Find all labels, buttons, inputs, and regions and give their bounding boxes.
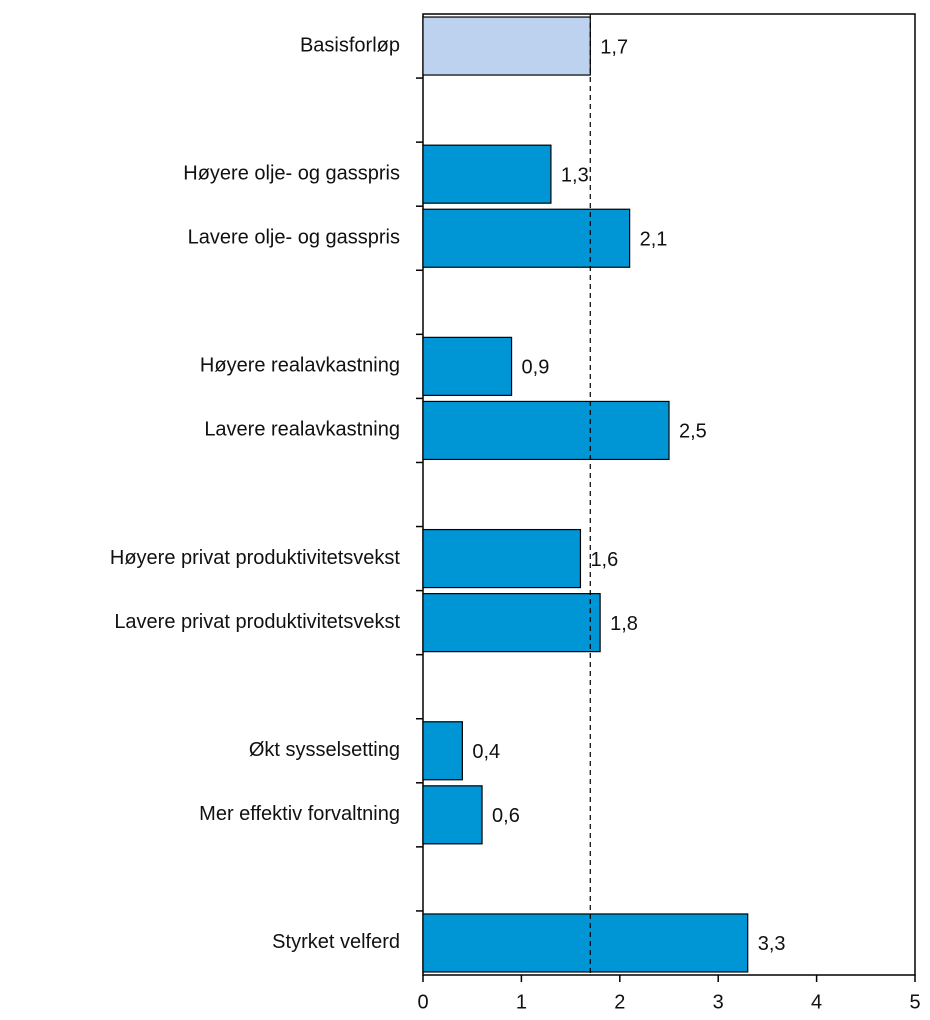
x-tick-label: 1 — [516, 991, 527, 1013]
data-label: 1,7 — [600, 36, 628, 58]
y-tick-label: Høyere realavkastning — [200, 355, 400, 377]
y-tick-label: Basisforløp — [300, 34, 400, 56]
data-label: 2,5 — [679, 421, 707, 443]
bar — [422, 336, 513, 396]
bar — [422, 208, 631, 268]
y-tick-label: Lavere olje- og gasspris — [188, 227, 400, 249]
x-tick-label: 3 — [713, 991, 724, 1013]
bar — [422, 400, 670, 461]
x-tick-label: 0 — [417, 991, 428, 1013]
data-label: 0,6 — [492, 805, 520, 827]
x-tick-label: 4 — [811, 991, 822, 1013]
data-label: 0,4 — [472, 741, 500, 763]
bar — [422, 16, 591, 76]
y-tick-label: Lavere privat produktivitetsvekst — [114, 611, 400, 633]
y-tick-label: Lavere realavkastning — [204, 419, 400, 441]
data-label: 1,8 — [610, 613, 638, 635]
y-tick-label: Mer effektiv forvaltning — [199, 803, 400, 825]
y-tick-label: Økt sysselsetting — [249, 739, 400, 761]
data-label: 0,9 — [522, 357, 550, 379]
bar — [422, 144, 552, 204]
bar — [422, 593, 601, 653]
data-label: 1,3 — [561, 164, 589, 186]
data-label: 1,6 — [590, 549, 618, 571]
bar — [422, 913, 749, 973]
plot-frame — [422, 13, 916, 976]
x-tick-label: 5 — [909, 991, 920, 1013]
x-tick-label: 2 — [614, 991, 625, 1013]
bar — [422, 721, 463, 781]
bar — [422, 528, 582, 589]
data-label: 2,1 — [640, 229, 668, 251]
y-tick-label: Høyere olje- og gasspris — [183, 162, 400, 184]
data-label: 3,3 — [758, 933, 786, 955]
y-tick-label: Styrket velferd — [272, 931, 400, 953]
y-tick-label: Høyere privat produktivitetsvekst — [110, 547, 401, 569]
bar — [422, 785, 483, 845]
